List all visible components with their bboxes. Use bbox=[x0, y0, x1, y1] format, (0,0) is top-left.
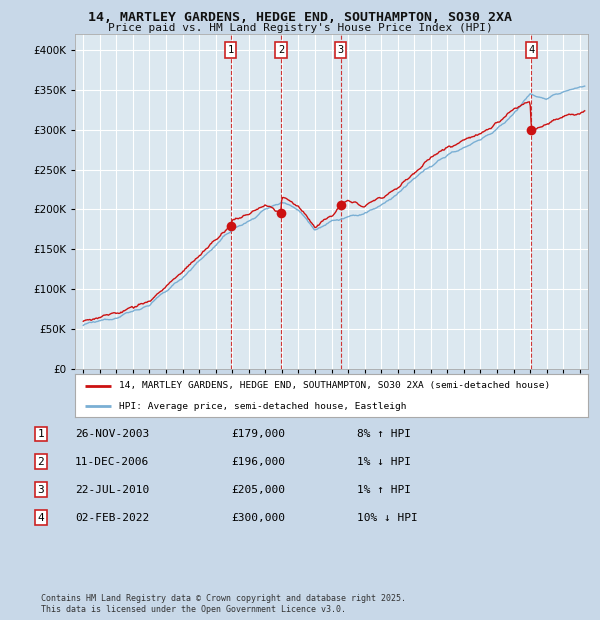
Text: 3: 3 bbox=[337, 45, 344, 55]
Text: HPI: Average price, semi-detached house, Eastleigh: HPI: Average price, semi-detached house,… bbox=[119, 402, 406, 410]
Text: 26-NOV-2003: 26-NOV-2003 bbox=[75, 429, 149, 439]
Text: 8% ↑ HPI: 8% ↑ HPI bbox=[357, 429, 411, 439]
Text: 10% ↓ HPI: 10% ↓ HPI bbox=[357, 513, 418, 523]
Text: 22-JUL-2010: 22-JUL-2010 bbox=[75, 485, 149, 495]
Text: 14, MARTLEY GARDENS, HEDGE END, SOUTHAMPTON, SO30 2XA: 14, MARTLEY GARDENS, HEDGE END, SOUTHAMP… bbox=[88, 11, 512, 24]
Text: 11-DEC-2006: 11-DEC-2006 bbox=[75, 457, 149, 467]
Text: 4: 4 bbox=[528, 45, 535, 55]
Text: 2: 2 bbox=[278, 45, 284, 55]
Text: £300,000: £300,000 bbox=[231, 513, 285, 523]
Text: Price paid vs. HM Land Registry's House Price Index (HPI): Price paid vs. HM Land Registry's House … bbox=[107, 23, 493, 33]
Text: 14, MARTLEY GARDENS, HEDGE END, SOUTHAMPTON, SO30 2XA (semi-detached house): 14, MARTLEY GARDENS, HEDGE END, SOUTHAMP… bbox=[119, 381, 550, 391]
Text: 3: 3 bbox=[37, 485, 44, 495]
Text: 1% ↑ HPI: 1% ↑ HPI bbox=[357, 485, 411, 495]
Text: £205,000: £205,000 bbox=[231, 485, 285, 495]
Text: 02-FEB-2022: 02-FEB-2022 bbox=[75, 513, 149, 523]
Text: 4: 4 bbox=[37, 513, 44, 523]
Text: Contains HM Land Registry data © Crown copyright and database right 2025.
This d: Contains HM Land Registry data © Crown c… bbox=[41, 595, 406, 614]
Text: 2: 2 bbox=[37, 457, 44, 467]
Text: £179,000: £179,000 bbox=[231, 429, 285, 439]
Text: £196,000: £196,000 bbox=[231, 457, 285, 467]
Text: 1% ↓ HPI: 1% ↓ HPI bbox=[357, 457, 411, 467]
Text: 1: 1 bbox=[227, 45, 233, 55]
Text: 1: 1 bbox=[37, 429, 44, 439]
